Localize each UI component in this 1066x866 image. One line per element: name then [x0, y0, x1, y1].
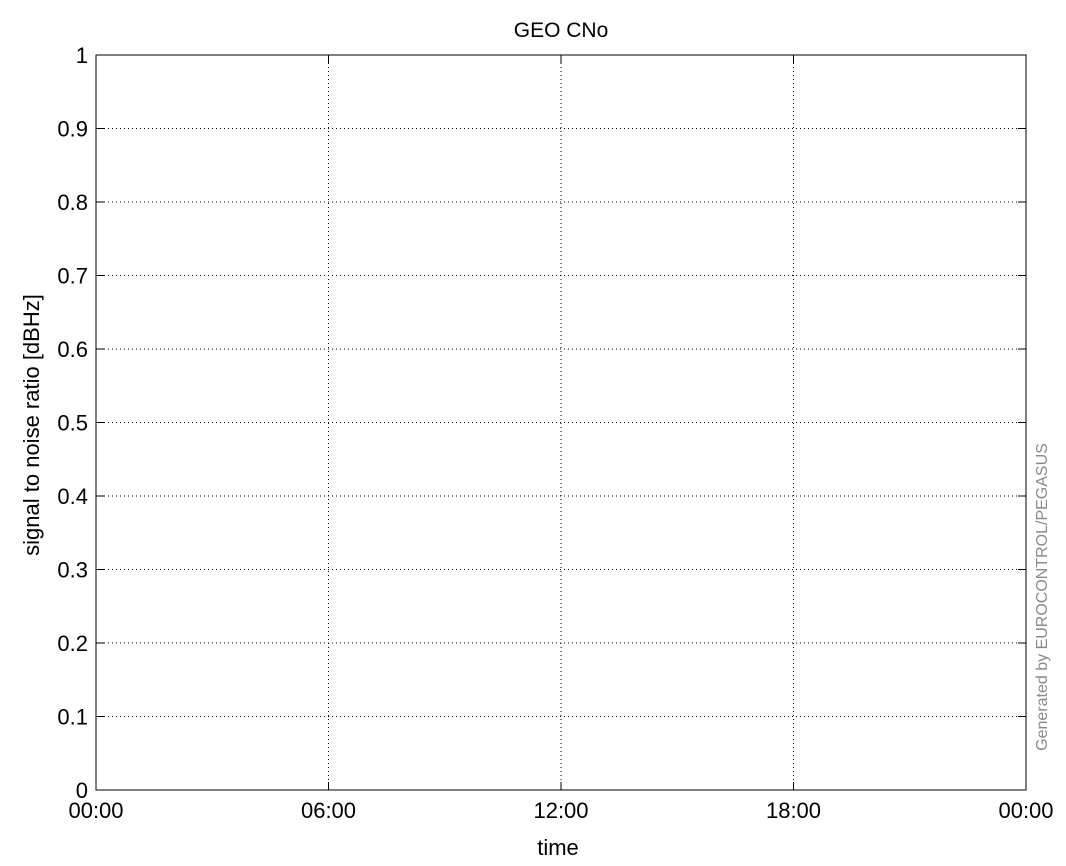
y-tick-label: 0.3 [57, 558, 88, 583]
x-tick-label: 18:00 [766, 798, 821, 823]
y-axis-label: signal to noise ratio [dBHz] [19, 294, 44, 556]
x-tick-label: 00:00 [68, 798, 123, 823]
x-tick-label: 12:00 [533, 798, 588, 823]
y-tick-label: 0 [76, 778, 88, 803]
y-tick-label: 1 [76, 43, 88, 68]
y-tick-label: 0.4 [57, 484, 88, 509]
tick-marks [95, 54, 1027, 791]
y-tick-label: 0.7 [57, 264, 88, 289]
y-tick-label: 0.1 [57, 705, 88, 730]
x-tick-label: 06:00 [301, 798, 356, 823]
y-tick-label: 0.2 [57, 631, 88, 656]
watermark-text: Generated by EUROCONTROL/PEGASUS [1034, 443, 1051, 751]
x-tick-labels: 00:00 06:00 12:00 18:00 00:00 [68, 798, 1053, 823]
y-tick-label: 0.5 [57, 411, 88, 436]
y-tick-label: 0.6 [57, 337, 88, 362]
grid-lines [96, 55, 1026, 790]
x-axis-label: time [537, 835, 579, 860]
y-tick-label: 0.9 [57, 117, 88, 142]
y-tick-labels: 0 0.1 0.2 0.3 0.4 0.5 0.6 0.7 0.8 0.9 1 [57, 43, 88, 803]
chart-title: GEO CNo [514, 19, 609, 42]
x-tick-label: 00:00 [998, 798, 1053, 823]
y-tick-label: 0.8 [57, 190, 88, 215]
